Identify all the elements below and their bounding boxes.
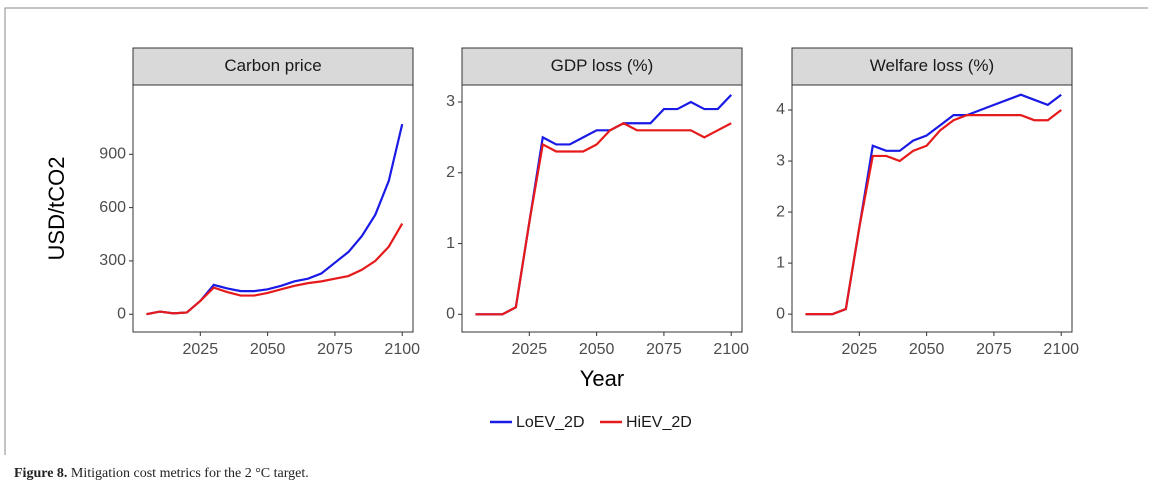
y-tick-label: 0 <box>776 305 785 322</box>
y-tick-label: 3 <box>776 152 785 169</box>
plot-area <box>132 84 414 333</box>
caption: Figure 8. Mitigation cost metrics for th… <box>14 466 309 482</box>
y-tick-label: 900 <box>99 146 126 163</box>
x-tick-label: 2100 <box>1043 341 1079 358</box>
caption-label: Figure 8. <box>14 466 68 481</box>
x-tick-label: 2075 <box>976 341 1012 358</box>
plot-area <box>791 84 1073 333</box>
x-tick-label: 2050 <box>909 341 945 358</box>
y-tick-label: 2 <box>446 164 455 181</box>
x-axis-label: Year <box>580 366 624 391</box>
frame <box>4 7 1148 455</box>
y-tick-label: 600 <box>99 199 126 216</box>
y-tick-label: 1 <box>776 254 785 271</box>
y-tick-label: 0 <box>446 306 455 323</box>
x-tick-label: 2025 <box>512 341 548 358</box>
legend-label: LoEV_2D <box>516 414 585 431</box>
strip <box>461 47 743 86</box>
y-tick-label: 0 <box>117 305 126 322</box>
y-tick-label: 4 <box>776 101 785 118</box>
x-tick-label: 2100 <box>713 341 749 358</box>
x-tick-label: 2050 <box>579 341 615 358</box>
series-line <box>146 223 404 316</box>
strip <box>791 47 1073 86</box>
x-tick-label: 2075 <box>317 341 353 358</box>
y-tick-label: 3 <box>446 93 455 110</box>
caption-text: Mitigation cost metrics for the 2 °C tar… <box>70 466 309 481</box>
series-line <box>475 121 732 316</box>
x-tick-label: 2050 <box>250 341 286 358</box>
y-tick-label: 2 <box>776 203 785 220</box>
panel-title: Welfare loss (%) <box>870 56 994 75</box>
y-axis-label: USD/tCO2 <box>44 157 69 261</box>
series-line <box>805 109 1062 316</box>
x-tick-label: 2025 <box>183 341 219 358</box>
x-tick-label: 2075 <box>646 341 682 358</box>
plot-area <box>461 84 743 333</box>
panel-title: Carbon price <box>224 56 321 75</box>
legend-label: HiEV_2D <box>626 414 692 431</box>
panel-title: GDP loss (%) <box>551 56 654 75</box>
x-tick-label: 2100 <box>384 341 420 358</box>
y-tick-label: 300 <box>99 252 126 269</box>
x-tick-label: 2025 <box>842 341 878 358</box>
y-tick-label: 1 <box>446 235 455 252</box>
